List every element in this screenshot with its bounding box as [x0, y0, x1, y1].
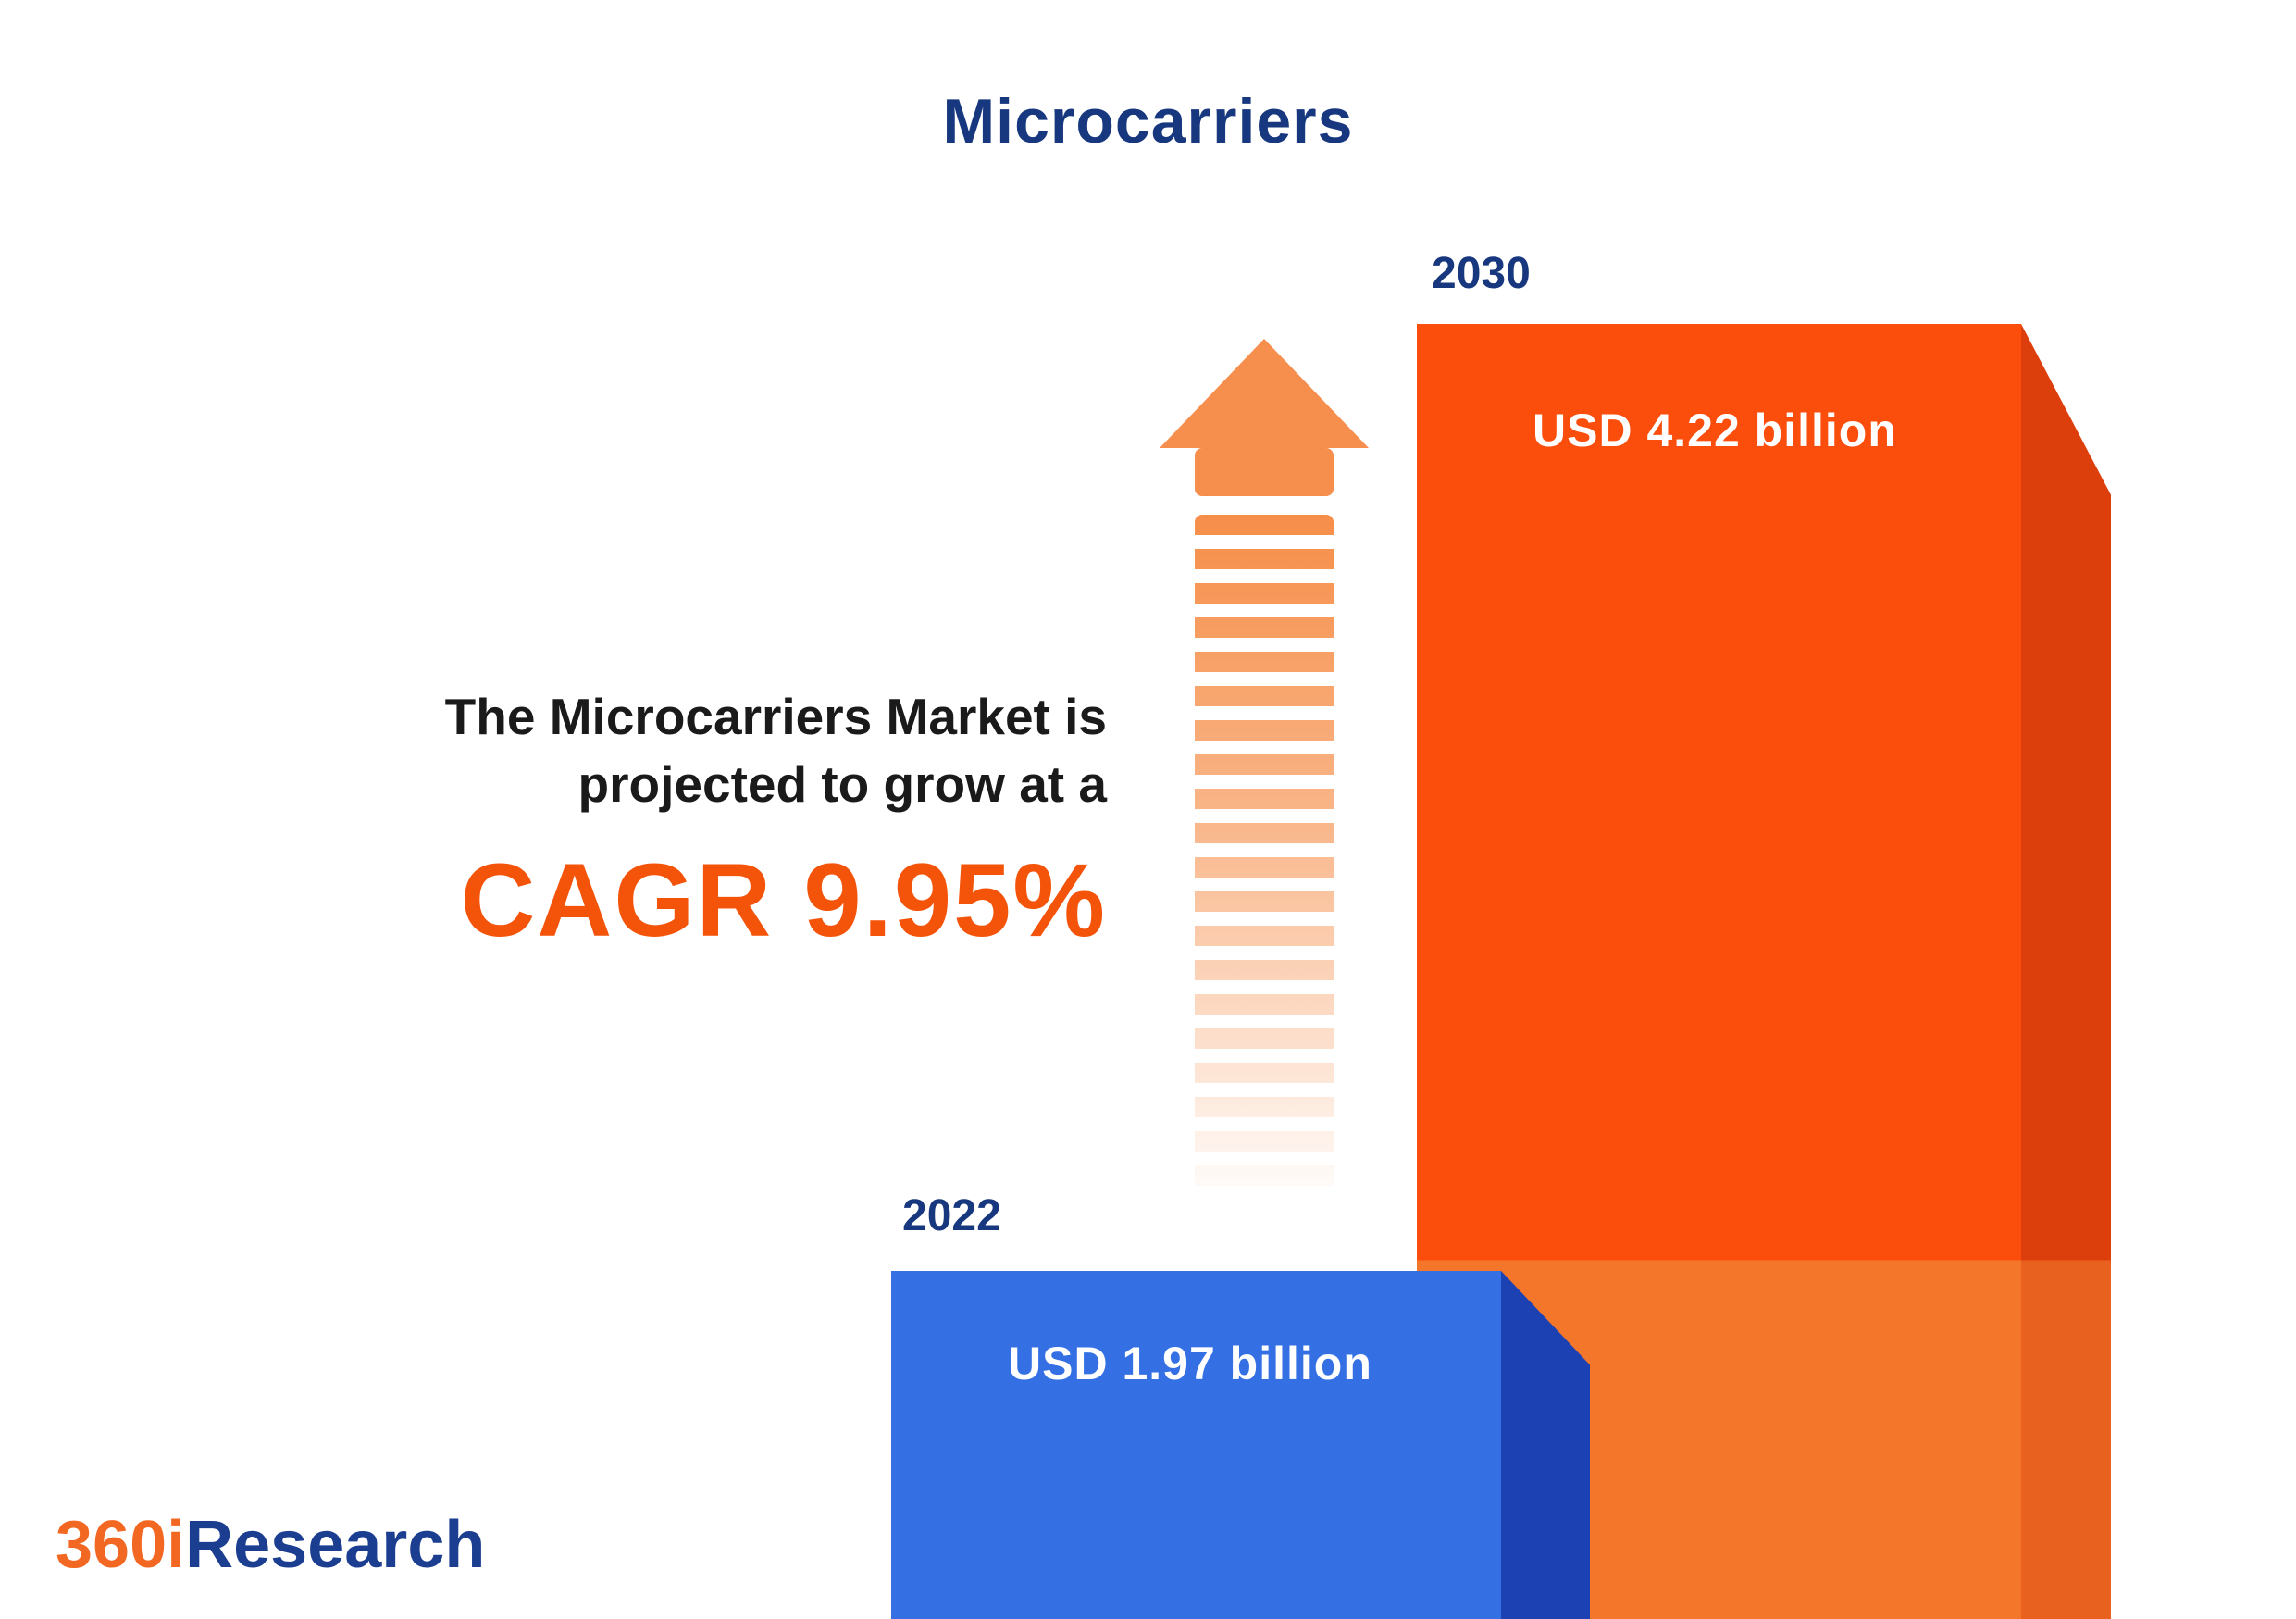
description-line-2: projected to grow at a [577, 754, 1107, 813]
arrow-dashed-shaft-icon [1195, 515, 1334, 1190]
bar-2030-value-label: USD 4.22 billion [1533, 405, 1897, 456]
brand-logo-research: Research [185, 1508, 486, 1582]
bar-2030-side-face [2021, 324, 2111, 1619]
bar-2022-front-face [891, 1271, 1501, 1619]
bar-2022-value-label: USD 1.97 billion [1008, 1338, 1372, 1389]
market-description: The Microcarriers Market is projected to… [278, 683, 1107, 969]
chart-title: Microcarriers [942, 86, 1354, 156]
arrow-head-icon [1160, 339, 1369, 448]
cagr-value: CAGR 9.95% [460, 842, 1107, 959]
arrow-tail-icon [1195, 448, 1334, 496]
bar-2022-year-label: 2022 [902, 1191, 1001, 1240]
brand-logo-360i: 360i [56, 1508, 186, 1582]
growth-arrow-icon [1160, 339, 1369, 1190]
bar-2030-year-label: 2030 [1432, 249, 1531, 298]
description-line-1: The Microcarriers Market is [444, 688, 1107, 745]
brand-logo: 360iResearch [56, 1507, 485, 1583]
